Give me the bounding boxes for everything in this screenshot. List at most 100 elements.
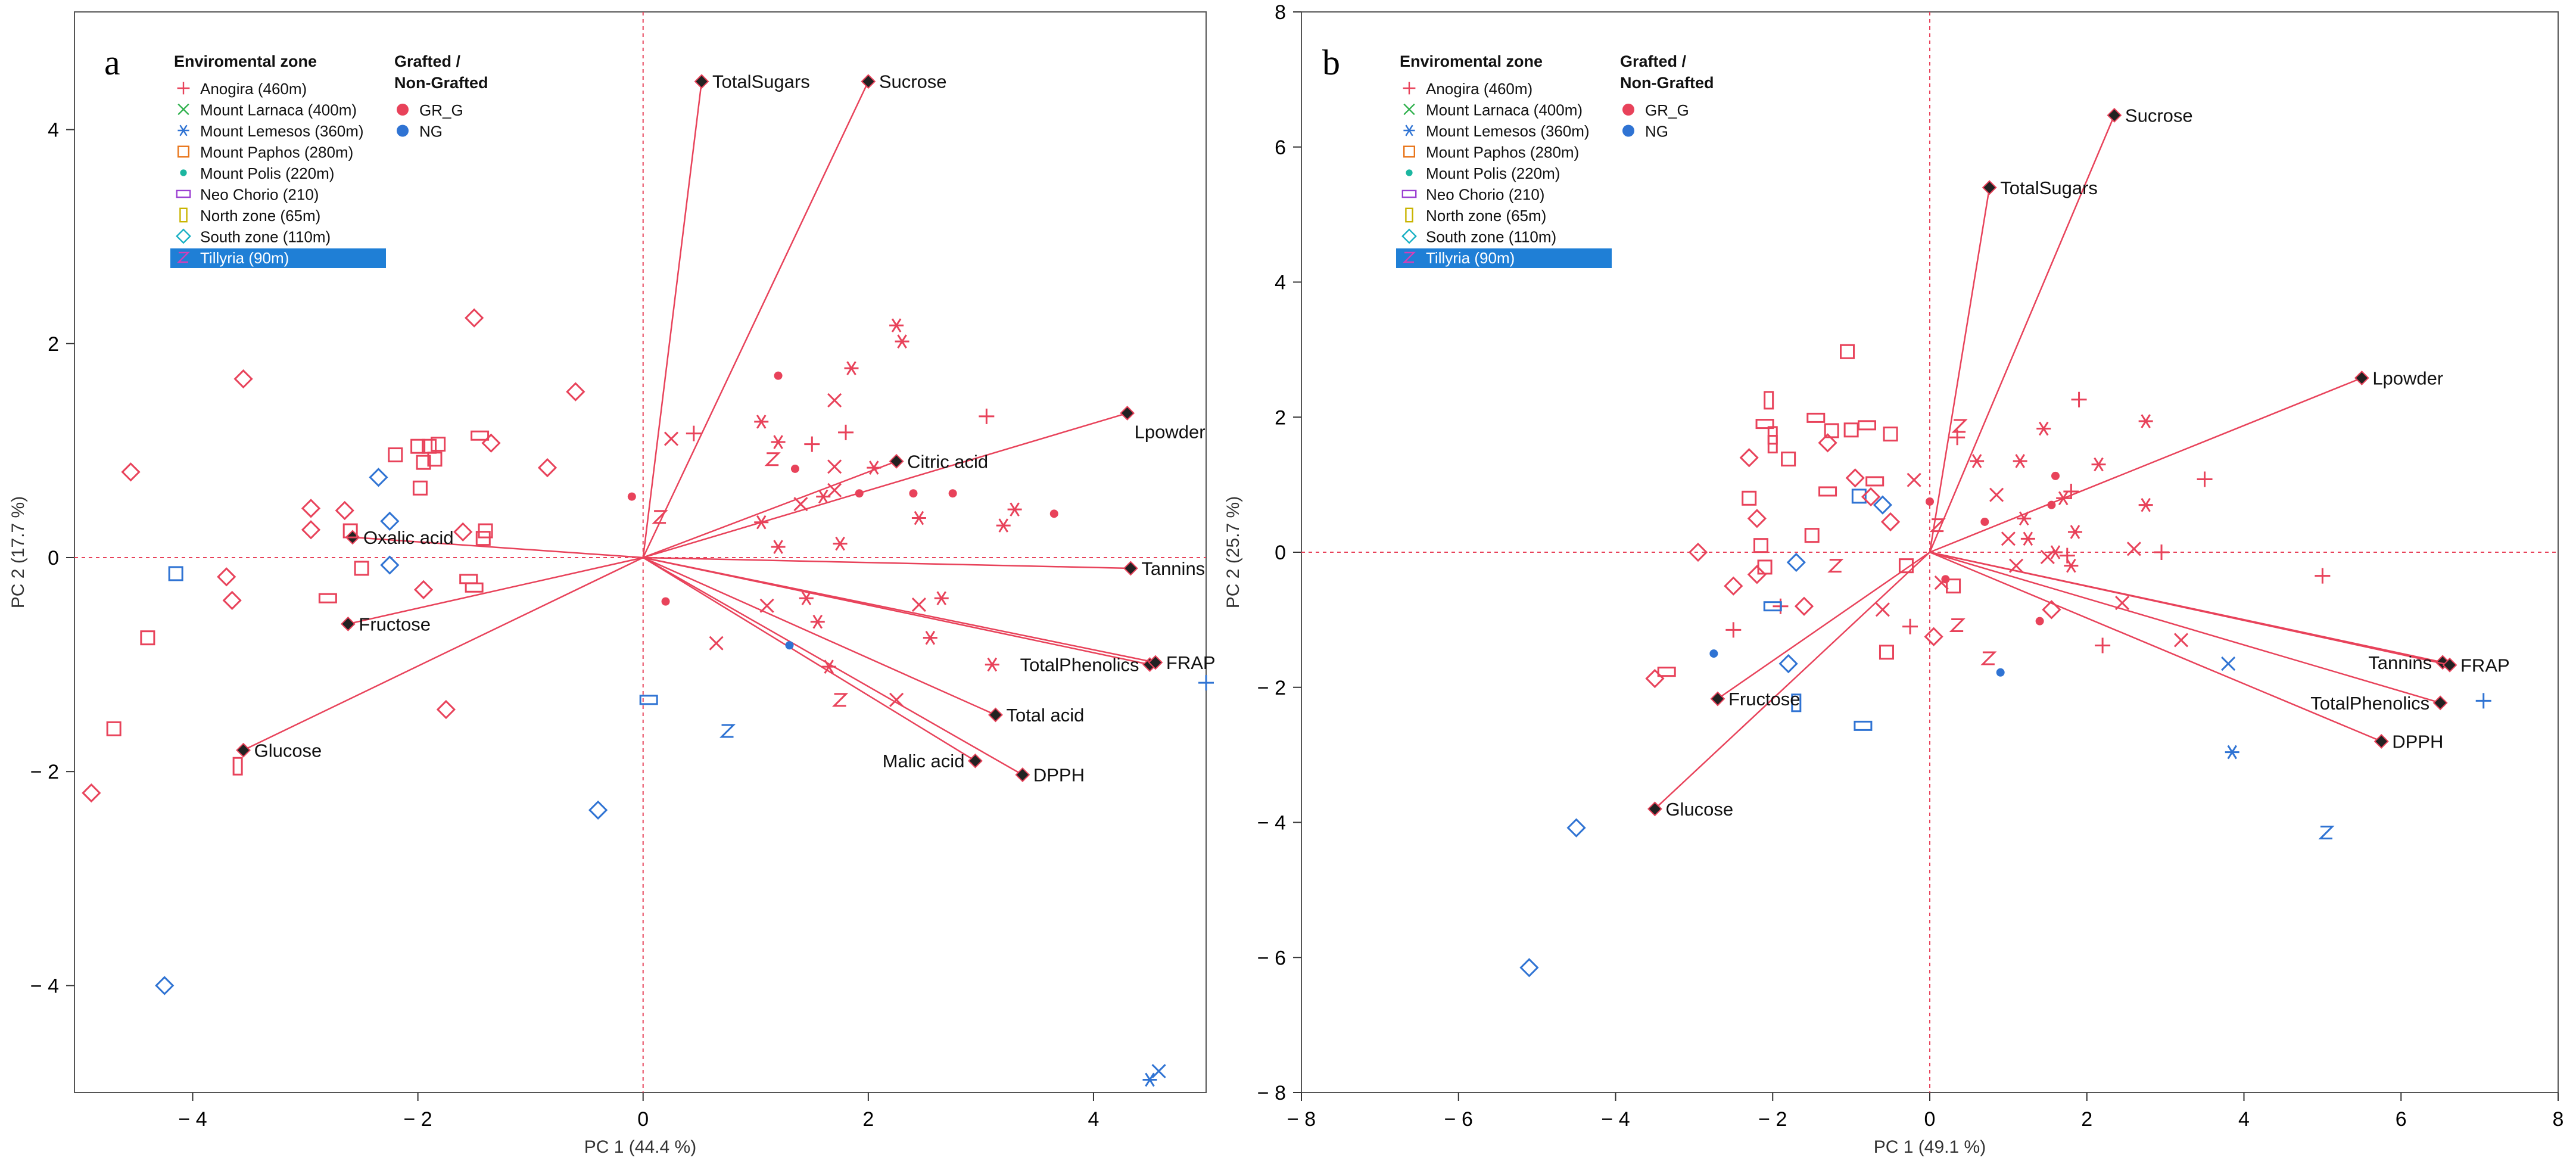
loading-labels-a: TotalSugars Sucrose Lpowder Citric acid Oxal… (254, 71, 1216, 786)
score-point (889, 318, 904, 333)
score-point (793, 497, 808, 512)
legend-zone-item[interactable]: Tillyria (90m) (1426, 249, 1515, 267)
score-point (121, 462, 141, 482)
score-point (838, 424, 854, 440)
score-point (537, 458, 557, 478)
legend-zone-item[interactable]: North zone (65m) (1426, 207, 1546, 225)
x-tick-label: − 4 (1601, 1108, 1630, 1131)
score-point (774, 371, 783, 380)
score-point (1854, 720, 1873, 731)
score-point (478, 523, 493, 539)
score-point (1519, 958, 1539, 978)
loading-labels-b: Sucrose TotalSugars Lpowder Tannins FRAP Tota… (1665, 105, 2509, 819)
score-point (1791, 693, 1802, 712)
loading-total-acid-marker (988, 707, 1003, 723)
legend-zone-item[interactable]: Mount Larnaca (400m) (200, 101, 357, 119)
loading-lpowder-label: Lpowder (2372, 368, 2443, 388)
score-point (1818, 433, 1837, 453)
legend-zone-item[interactable]: Mount Lemesos (360m) (200, 122, 364, 140)
score-point (764, 452, 781, 466)
score-point (996, 518, 1011, 533)
score-point (1767, 435, 1778, 454)
loading-citric-acid-vector (643, 460, 897, 559)
legend-zone-item[interactable]: Anogira (460m) (1426, 80, 1532, 98)
score-point (1747, 509, 1767, 528)
score-point (318, 593, 337, 603)
loading-tannins-label: Tannins (2368, 652, 2432, 673)
score-point (2047, 500, 2056, 509)
y-tick-label: 6 (1275, 136, 1286, 159)
loading-totalsugars-vector (1929, 187, 1991, 553)
loading-sucrose-vector (642, 81, 869, 558)
legend-zone-item[interactable]: North zone (65m) (200, 207, 320, 225)
x-tick-label: − 6 (1444, 1108, 1473, 1131)
legend-zone-item[interactable]: Mount Larnaca (400m) (1426, 101, 1583, 119)
legend-symbol (177, 145, 190, 158)
legend-symbol (177, 103, 189, 116)
loading-frap-label: FRAP (2460, 655, 2510, 676)
loading-sucrose-label: Sucrose (2125, 105, 2193, 126)
score-point (1924, 627, 1943, 646)
score-point (1142, 1072, 1157, 1087)
loading-dpph-label: DPPH (2392, 731, 2443, 752)
score-point (1778, 654, 1798, 674)
x-tick-label: − 4 (178, 1108, 207, 1131)
legend-zone-item[interactable]: Mount Lemesos (360m) (1426, 122, 1590, 140)
legend-graft-item[interactable]: GR_G (1645, 101, 1689, 119)
y-tick-label: − 2 (1257, 677, 1286, 699)
x-tick-label: 2 (2081, 1108, 2092, 1131)
legend-zone-item[interactable]: Neo Chorio (210) (200, 186, 319, 204)
score-point (1989, 487, 2004, 502)
score-point (754, 515, 769, 530)
loading-vectors-b (1647, 108, 2457, 817)
legend-zone-item[interactable]: South zone (110m) (200, 228, 331, 246)
loading-tannins-marker (1123, 561, 1138, 576)
score-point (566, 382, 585, 402)
axis-ticks-b: − 8 − 6 − 4 − 2 0 2 4 6 8 − 8 − 6 − 4 − 2 0 2 4 6 8 (1257, 1, 2564, 1131)
legend-zone-item[interactable]: Neo Chorio (210) (1426, 186, 1544, 204)
legend-zone-item[interactable]: Mount Paphos (280m) (1426, 144, 1579, 161)
legend-zone-item[interactable]: Mount Paphos (280m) (200, 144, 353, 161)
score-point (1753, 538, 1768, 553)
score-point (465, 308, 484, 328)
legend-graft-dot (397, 104, 409, 116)
y-tick-label: − 6 (1257, 947, 1286, 969)
score-point (2048, 545, 2063, 559)
legend-symbol (1406, 169, 1413, 176)
legend-graft-item[interactable]: NG (1645, 123, 1668, 141)
score-point (1845, 468, 1865, 488)
legend-zone-item[interactable]: Tillyria (90m) (200, 249, 289, 267)
score-point (1742, 490, 1757, 506)
legend-zone-item[interactable]: Anogira (460m) (200, 80, 307, 98)
score-point (1724, 576, 1743, 596)
legend-zone-item[interactable]: Mount Polis (220m) (1426, 164, 1560, 182)
loading-lpowder-marker (2354, 371, 2369, 385)
loading-total-acid-label: Total acid (1006, 705, 1084, 726)
legend-symbol (180, 169, 187, 176)
score-point (1806, 412, 1826, 423)
score-point (388, 447, 403, 463)
loading-totalphenolics-label: TotalPhenolics (2310, 693, 2429, 714)
score-point (431, 437, 446, 452)
legend-graft-item[interactable]: GR_G (419, 101, 463, 119)
y-tick-label: − 4 (30, 975, 59, 997)
score-point (2013, 454, 2027, 468)
score-point (799, 591, 814, 606)
score-point (790, 464, 799, 473)
legend-graft-item[interactable]: NG (419, 123, 443, 141)
x-tick-label: 0 (1924, 1108, 1936, 1131)
legend-zone-title: Enviromental zone (174, 52, 317, 70)
legend-zone-item[interactable]: South zone (110m) (1426, 228, 1556, 246)
score-point (217, 567, 236, 587)
loading-totalphenolics-vector (1929, 551, 2441, 704)
loading-frap-label: FRAP (1166, 652, 1216, 673)
loading-malic-acid-marker (968, 753, 983, 768)
y-tick-label: 0 (1275, 542, 1286, 564)
score-point (471, 430, 490, 441)
y-tick-label: 0 (48, 547, 59, 570)
legend-zone-item[interactable]: Mount Polis (220m) (200, 164, 334, 182)
legend-symbol (1403, 251, 1416, 263)
score-point (2036, 421, 2051, 436)
loading-glucose-vector (243, 556, 644, 751)
score-point (168, 566, 183, 581)
